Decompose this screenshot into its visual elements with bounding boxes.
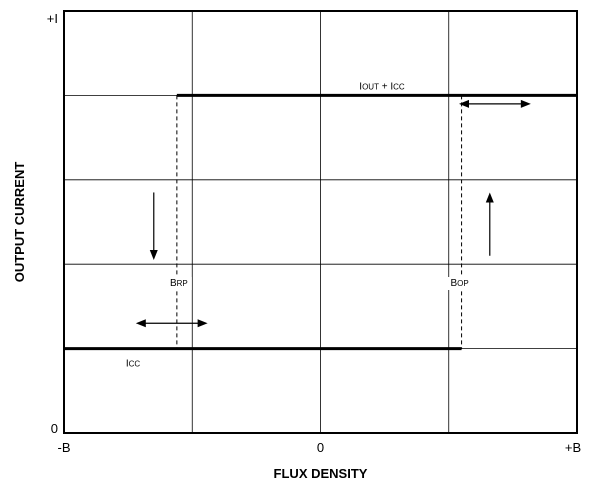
icc-double-arrow-left-head bbox=[135, 319, 146, 328]
x-tick-label-center: 0 bbox=[317, 440, 324, 455]
iout-double-arrow-right-head bbox=[520, 99, 531, 108]
icc-label-text: ICC bbox=[126, 359, 141, 370]
bop-label-part: B bbox=[450, 278, 457, 289]
iout-icc-label: IOUT + ICC bbox=[355, 80, 409, 94]
y-axis-title: OUTPUT CURRENT bbox=[12, 162, 27, 283]
bop-label-background bbox=[446, 277, 473, 290]
x-tick-label-right: +B bbox=[565, 440, 581, 455]
operate-up-arrow-head bbox=[485, 192, 494, 203]
bop-label: BOP bbox=[446, 277, 473, 290]
brp-label-part: RP bbox=[177, 279, 188, 288]
output-trace bbox=[64, 93, 577, 351]
brp-label-text: BRP bbox=[170, 278, 188, 289]
iout-icc-label-part: I bbox=[359, 81, 362, 92]
iout-icc-label-part: CC bbox=[393, 82, 405, 91]
plot-frame bbox=[63, 10, 578, 434]
brp-label-part: B bbox=[170, 278, 177, 289]
release-down-arrow-head bbox=[149, 249, 158, 260]
brp-label-background bbox=[165, 277, 192, 290]
y-tick-label-top: +I bbox=[47, 11, 58, 26]
bop-label-text: BOP bbox=[450, 278, 468, 289]
x-tick-label-left: -B bbox=[58, 440, 71, 455]
icc-label-part: I bbox=[126, 359, 129, 370]
iout-double-arrow-left-head bbox=[459, 99, 470, 108]
bop-label-part: OP bbox=[457, 279, 469, 288]
direction-arrows bbox=[135, 99, 531, 328]
icc-label-background bbox=[121, 357, 145, 371]
iout-icc-label-background bbox=[355, 80, 409, 94]
iout-icc-label-part: OUT bbox=[362, 82, 379, 91]
iout-icc-label-text: IOUT + ICC bbox=[359, 81, 405, 92]
icc-double-arrow-right-head bbox=[197, 319, 208, 328]
icc-label: ICC bbox=[121, 357, 145, 371]
iout-icc-label-part: + I bbox=[379, 81, 393, 92]
icc-label-part: CC bbox=[129, 360, 141, 369]
y-tick-label-bottom: 0 bbox=[51, 421, 58, 436]
x-axis-title: FLUX DENSITY bbox=[274, 466, 368, 481]
threshold-dashes bbox=[176, 95, 463, 349]
brp-label: BRP bbox=[165, 277, 192, 290]
